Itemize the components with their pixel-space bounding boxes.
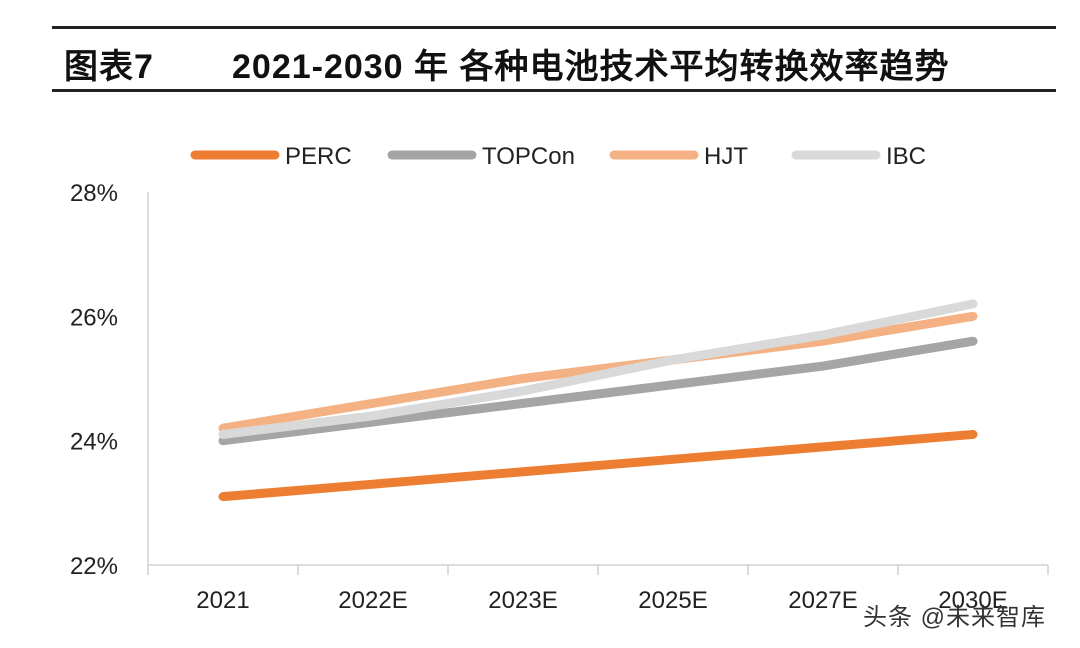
x-tick-label: 2021 <box>196 587 249 614</box>
legend-label-topcon: TOPCon <box>482 143 575 170</box>
y-tick-label: 24% <box>70 429 118 456</box>
x-tick-label: 2027E <box>788 587 857 614</box>
watermark: 头条 @未来智库 <box>862 604 1046 631</box>
x-tick-label: 2023E <box>488 587 557 614</box>
x-tick-label: 2030E <box>938 587 1007 614</box>
y-tick-label: 22% <box>70 553 118 580</box>
x-tick-label: 2025E <box>638 587 707 614</box>
y-tick-label: 28% <box>70 180 118 207</box>
series-line-perc <box>218 429 978 502</box>
legend-label-hjt: HJT <box>704 143 748 170</box>
series-line-hjt <box>218 311 978 433</box>
series-line-topcon <box>218 336 978 446</box>
legend-label-ibc: IBC <box>886 143 926 170</box>
y-tick-label: 26% <box>70 304 118 331</box>
x-tick-label: 2022E <box>338 587 407 614</box>
legend-label-perc: PERC <box>285 143 352 170</box>
figure-label: 图表7 <box>64 48 154 86</box>
figure-title: 2021-2030 年 各种电池技术平均转换效率趋势 <box>232 48 950 86</box>
series-line-ibc <box>218 299 978 439</box>
figure-title-bar: 图表7 2021-2030 年 各种电池技术平均转换效率趋势 <box>52 26 1056 92</box>
